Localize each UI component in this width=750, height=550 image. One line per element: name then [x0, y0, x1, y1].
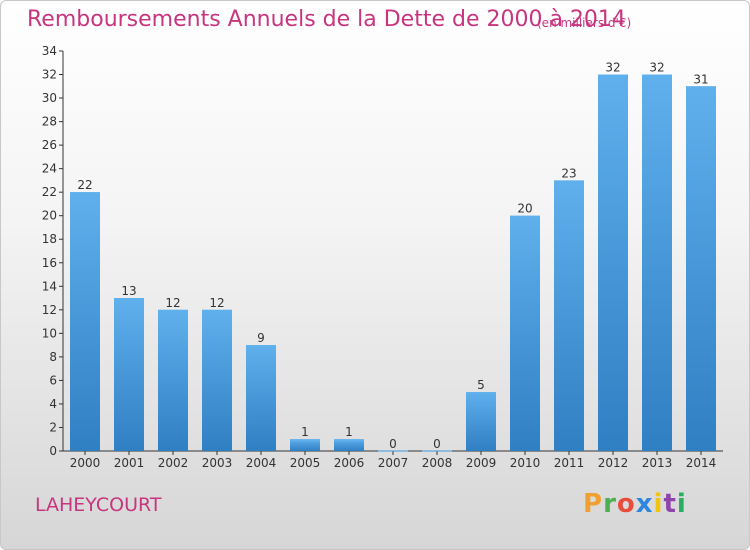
- bar-2002: [158, 309, 188, 451]
- bar-top-2006: [334, 439, 364, 442]
- bar-top-2005: [290, 439, 320, 442]
- chart-title: Remboursements Annuels de la Dette de 20…: [27, 7, 626, 32]
- bar-2014: [686, 86, 716, 451]
- bar-value-label: 32: [605, 61, 620, 75]
- bar-top-2014: [686, 86, 716, 89]
- x-tick-label: 2012: [598, 456, 629, 470]
- bar-value-label: 12: [165, 296, 180, 310]
- y-tick-label: 4: [49, 397, 57, 411]
- bar-top-2004: [246, 345, 276, 348]
- x-tick-label: 2005: [290, 456, 321, 470]
- logo-letter: i: [653, 489, 664, 519]
- bar-value-label: 0: [389, 437, 397, 451]
- y-tick-label: 16: [42, 256, 57, 270]
- bar-2009: [466, 392, 496, 451]
- bar-value-label: 23: [561, 166, 576, 180]
- y-tick-label: 30: [42, 91, 57, 105]
- y-tick-label: 28: [42, 115, 57, 129]
- y-tick-label: 34: [42, 44, 57, 58]
- logo-letter: P: [583, 489, 604, 519]
- x-tick-label: 2014: [686, 456, 717, 470]
- x-tick-label: 2010: [510, 456, 541, 470]
- bar-2003: [202, 309, 232, 451]
- bar-value-label: 32: [649, 61, 664, 75]
- logo-letter: i: [676, 489, 687, 519]
- y-tick-label: 8: [49, 350, 57, 364]
- bar-top-2009: [466, 392, 496, 395]
- bar-value-label: 0: [433, 437, 441, 451]
- x-tick-label: 2008: [422, 456, 453, 470]
- y-tick-label: 0: [49, 444, 57, 458]
- x-tick-label: 2004: [246, 456, 277, 470]
- x-tick-label: 2006: [334, 456, 365, 470]
- bar-top-2013: [642, 74, 672, 77]
- bar-value-label: 13: [121, 284, 136, 298]
- bar-top-2003: [202, 309, 232, 312]
- logo-letter: r: [603, 489, 617, 519]
- bar-value-label: 1: [301, 425, 309, 439]
- bar-2005: [290, 439, 320, 451]
- bar-value-label: 1: [345, 425, 353, 439]
- bar-2013: [642, 74, 672, 451]
- bar-2011: [554, 180, 584, 452]
- y-tick-label: 20: [42, 209, 57, 223]
- bar-value-label: 20: [517, 202, 532, 216]
- bar-2004: [246, 345, 276, 451]
- y-tick-label: 10: [42, 326, 57, 340]
- bar-top-2002: [158, 309, 188, 312]
- y-tick-label: 24: [42, 162, 57, 176]
- y-tick-label: 26: [42, 138, 57, 152]
- x-tick-label: 2013: [642, 456, 673, 470]
- y-tick-label: 18: [42, 232, 57, 246]
- y-tick-label: 6: [49, 373, 57, 387]
- x-tick-label: 2007: [378, 456, 409, 470]
- x-tick-label: 2011: [554, 456, 585, 470]
- y-tick-label: 12: [42, 303, 57, 317]
- logo-letter: o: [616, 489, 636, 519]
- chart-subtitle: (en milliers d'€): [537, 16, 632, 30]
- y-tick-label: 32: [42, 68, 57, 82]
- x-tick-label: 2003: [202, 456, 233, 470]
- y-tick-label: 2: [49, 420, 57, 434]
- x-tick-label: 2009: [466, 456, 497, 470]
- x-tick-label: 2000: [70, 456, 101, 470]
- logo-letter: t: [663, 489, 677, 519]
- bar-2006: [334, 439, 364, 451]
- y-tick-label: 14: [42, 279, 57, 293]
- bar-top-2001: [114, 298, 144, 301]
- bar-value-label: 31: [693, 72, 708, 86]
- bar-2010: [510, 215, 540, 451]
- proxiti-logo: Proxiti: [583, 489, 687, 519]
- town-name: LAHEYCOURT: [35, 494, 162, 516]
- bar-top-2012: [598, 74, 628, 77]
- x-tick-label: 2002: [158, 456, 189, 470]
- y-tick-label: 22: [42, 185, 57, 199]
- bar-value-label: 5: [477, 378, 485, 392]
- bar-top-2011: [554, 180, 584, 183]
- logo-letter: x: [635, 489, 654, 519]
- bar-top-2000: [70, 192, 100, 195]
- bar-2001: [114, 298, 144, 451]
- bar-value-label: 22: [77, 178, 92, 192]
- x-tick-label: 2001: [114, 456, 145, 470]
- bar-2012: [598, 74, 628, 451]
- bar-value-label: 12: [209, 296, 224, 310]
- bar-value-label: 9: [257, 331, 265, 345]
- bar-2000: [70, 192, 100, 452]
- bar-top-2010: [510, 215, 540, 218]
